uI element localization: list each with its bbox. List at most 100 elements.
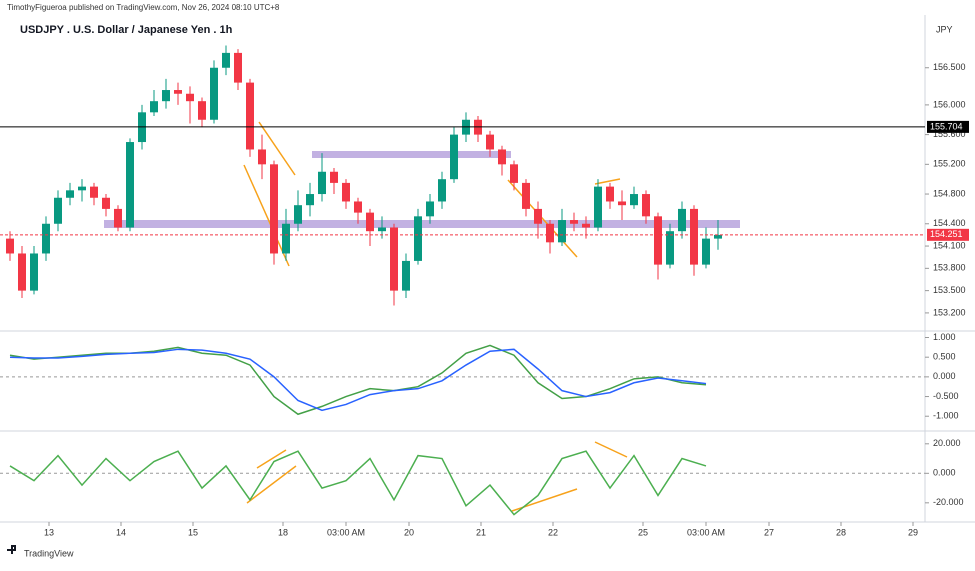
candle-body (42, 223, 50, 254)
candle-body (414, 216, 422, 261)
candle-body (498, 149, 506, 165)
trend-line (258, 121, 296, 176)
candle-body (282, 223, 290, 254)
x-tick-label: 03:00 AM (327, 527, 365, 537)
candle-body (390, 227, 398, 291)
candle-body (294, 205, 302, 224)
y-tick-label: -20.000 (933, 497, 964, 507)
candle-body (66, 190, 74, 198)
x-tick-label: 29 (908, 527, 918, 537)
candle-body (606, 186, 614, 202)
candle-body (702, 238, 710, 265)
y-tick-label: -0.500 (933, 391, 959, 401)
trend-line (594, 441, 628, 458)
candle-body (486, 134, 494, 150)
candle-body (54, 197, 62, 224)
candle-body (258, 149, 266, 165)
candle-body (90, 186, 98, 198)
candle-body (714, 234, 722, 239)
candle-body (126, 142, 134, 228)
candle-body (342, 182, 350, 202)
candle-body (402, 260, 410, 291)
currency: JPY (936, 24, 953, 34)
candle-body (582, 223, 590, 228)
candle-body (246, 82, 254, 150)
candle-body (546, 223, 554, 243)
indicator-line (9, 450, 707, 516)
trend-line (246, 465, 297, 504)
candle-body (30, 253, 38, 291)
candle-body (210, 67, 218, 120)
y-tick-label: 20.000 (933, 438, 961, 448)
y-tick-label: 1.000 (933, 332, 956, 342)
candle-body (18, 253, 26, 291)
candle-body (78, 186, 86, 191)
x-tick-label: 03:00 AM (687, 527, 725, 537)
chart-title: USDJPY . U.S. Dollar / Japanese Yen . 1h (20, 24, 233, 36)
candle-body (654, 216, 662, 265)
y-tick-label: 0.000 (933, 468, 956, 478)
y-tick-label: 154.400 (933, 218, 966, 228)
indicator-line (9, 348, 707, 412)
last-price-label: 154.251 (930, 229, 963, 239)
footer: TradingView (24, 548, 74, 558)
last-price-box (927, 228, 969, 241)
candle-body (330, 171, 338, 183)
logo (7, 545, 16, 554)
y-tick-label: 0.500 (933, 352, 956, 362)
x-tick-label: 21 (476, 527, 486, 537)
trend-line (507, 179, 578, 258)
x-tick-label: 20 (404, 527, 414, 537)
candle-body (534, 208, 542, 224)
x-tick-label: 15 (188, 527, 198, 537)
y-tick-label: 153.500 (933, 285, 966, 295)
x-tick-label: 27 (764, 527, 774, 537)
candle-body (378, 227, 386, 232)
annotations (243, 121, 628, 512)
candle-body (426, 201, 434, 217)
trend-line (243, 164, 290, 267)
y-tick-label: 153.200 (933, 307, 966, 317)
x-tick-label: 22 (548, 527, 558, 537)
y-tick-label: 156.500 (933, 62, 966, 72)
candle-body (186, 93, 194, 102)
candle-body (270, 164, 278, 254)
candle-body (642, 194, 650, 217)
candle-body (318, 171, 326, 195)
y-tick-label: -1.000 (933, 411, 959, 421)
candle-body (594, 186, 602, 228)
x-tick-label: 13 (44, 527, 54, 537)
price-level-label: 155.704 (930, 121, 963, 131)
candle-body (558, 220, 566, 243)
candle-body (354, 201, 362, 213)
y-tick-label: 155.600 (933, 129, 966, 139)
candle-body (234, 52, 242, 83)
zone (312, 151, 511, 158)
candle-body (198, 101, 206, 120)
candle-body (630, 194, 638, 206)
y-tick-label: 154.800 (933, 188, 966, 198)
candle-body (438, 179, 446, 202)
trend-line (594, 178, 621, 185)
y-tick-label: 0.000 (933, 371, 956, 381)
y-tick-label: 156.000 (933, 99, 966, 109)
y-tick-label: 153.800 (933, 263, 966, 273)
x-tick-label: 14 (116, 527, 126, 537)
y-tick-label: 154.100 (933, 240, 966, 250)
trend-line (256, 449, 287, 469)
candle-body (306, 194, 314, 206)
candle-body (678, 208, 686, 232)
candle-body (450, 134, 458, 180)
x-tick-label: 25 (638, 527, 648, 537)
x-tick-label: 28 (836, 527, 846, 537)
candle-body (690, 208, 698, 265)
candle-body (102, 197, 110, 209)
candle-body (522, 182, 530, 209)
candle-body (618, 201, 626, 206)
candle-body (222, 52, 230, 68)
candle-body (162, 90, 170, 102)
published-note: TimothyFigueroa published on TradingView… (7, 3, 280, 12)
candle-body (570, 220, 578, 224)
